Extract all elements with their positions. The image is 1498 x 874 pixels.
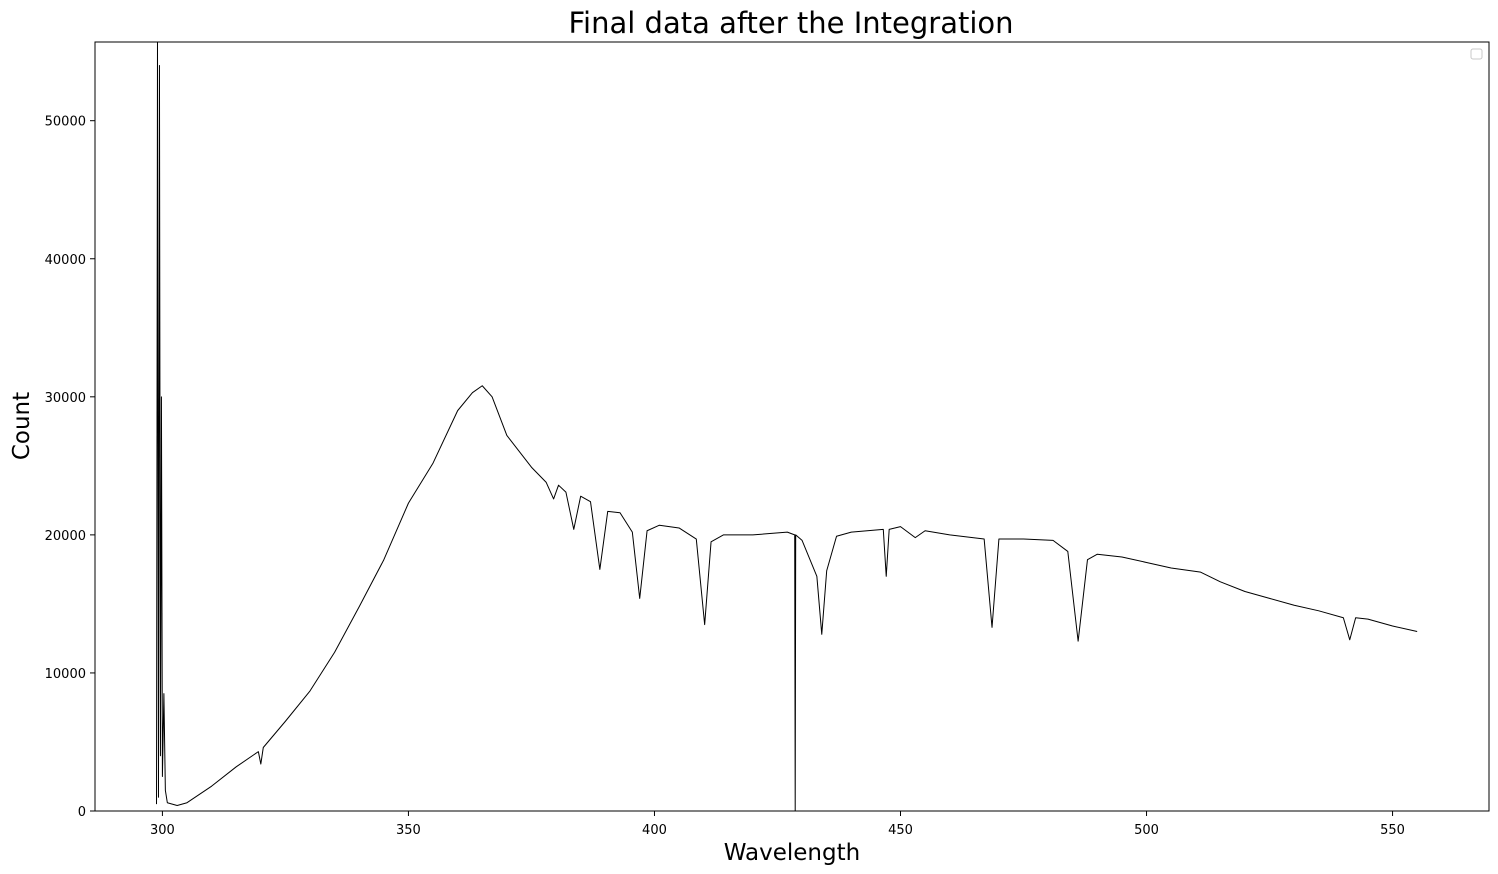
- chart-title: Final data after the Integration: [568, 6, 1013, 40]
- y-tick-label: 30000: [45, 391, 86, 406]
- series-line-0: [156, 41, 1418, 812]
- plot-area: [156, 41, 1418, 812]
- y-tick-label: 20000: [45, 529, 86, 544]
- y-axis-label: Count: [9, 392, 35, 460]
- y-axis-ticks: 0 10000 20000 30000 40000 50000: [45, 115, 95, 820]
- y-tick-label: 50000: [45, 115, 86, 130]
- x-tick-label: 400: [642, 823, 667, 838]
- y-tick-label: 40000: [45, 253, 86, 268]
- x-tick-label: 550: [1380, 823, 1405, 838]
- x-tick-label: 300: [150, 823, 175, 838]
- legend-box: [1470, 48, 1483, 60]
- x-tick-label: 350: [396, 823, 421, 838]
- y-tick-label: 10000: [45, 667, 86, 682]
- x-axis-label: Wavelength: [724, 840, 860, 866]
- axes-frame: [94, 41, 1490, 812]
- y-tick-label: 0: [78, 805, 86, 820]
- x-axis-ticks: 300 350 400 450 500 550: [150, 811, 1405, 838]
- x-tick-label: 450: [888, 823, 913, 838]
- x-tick-label: 500: [1134, 823, 1159, 838]
